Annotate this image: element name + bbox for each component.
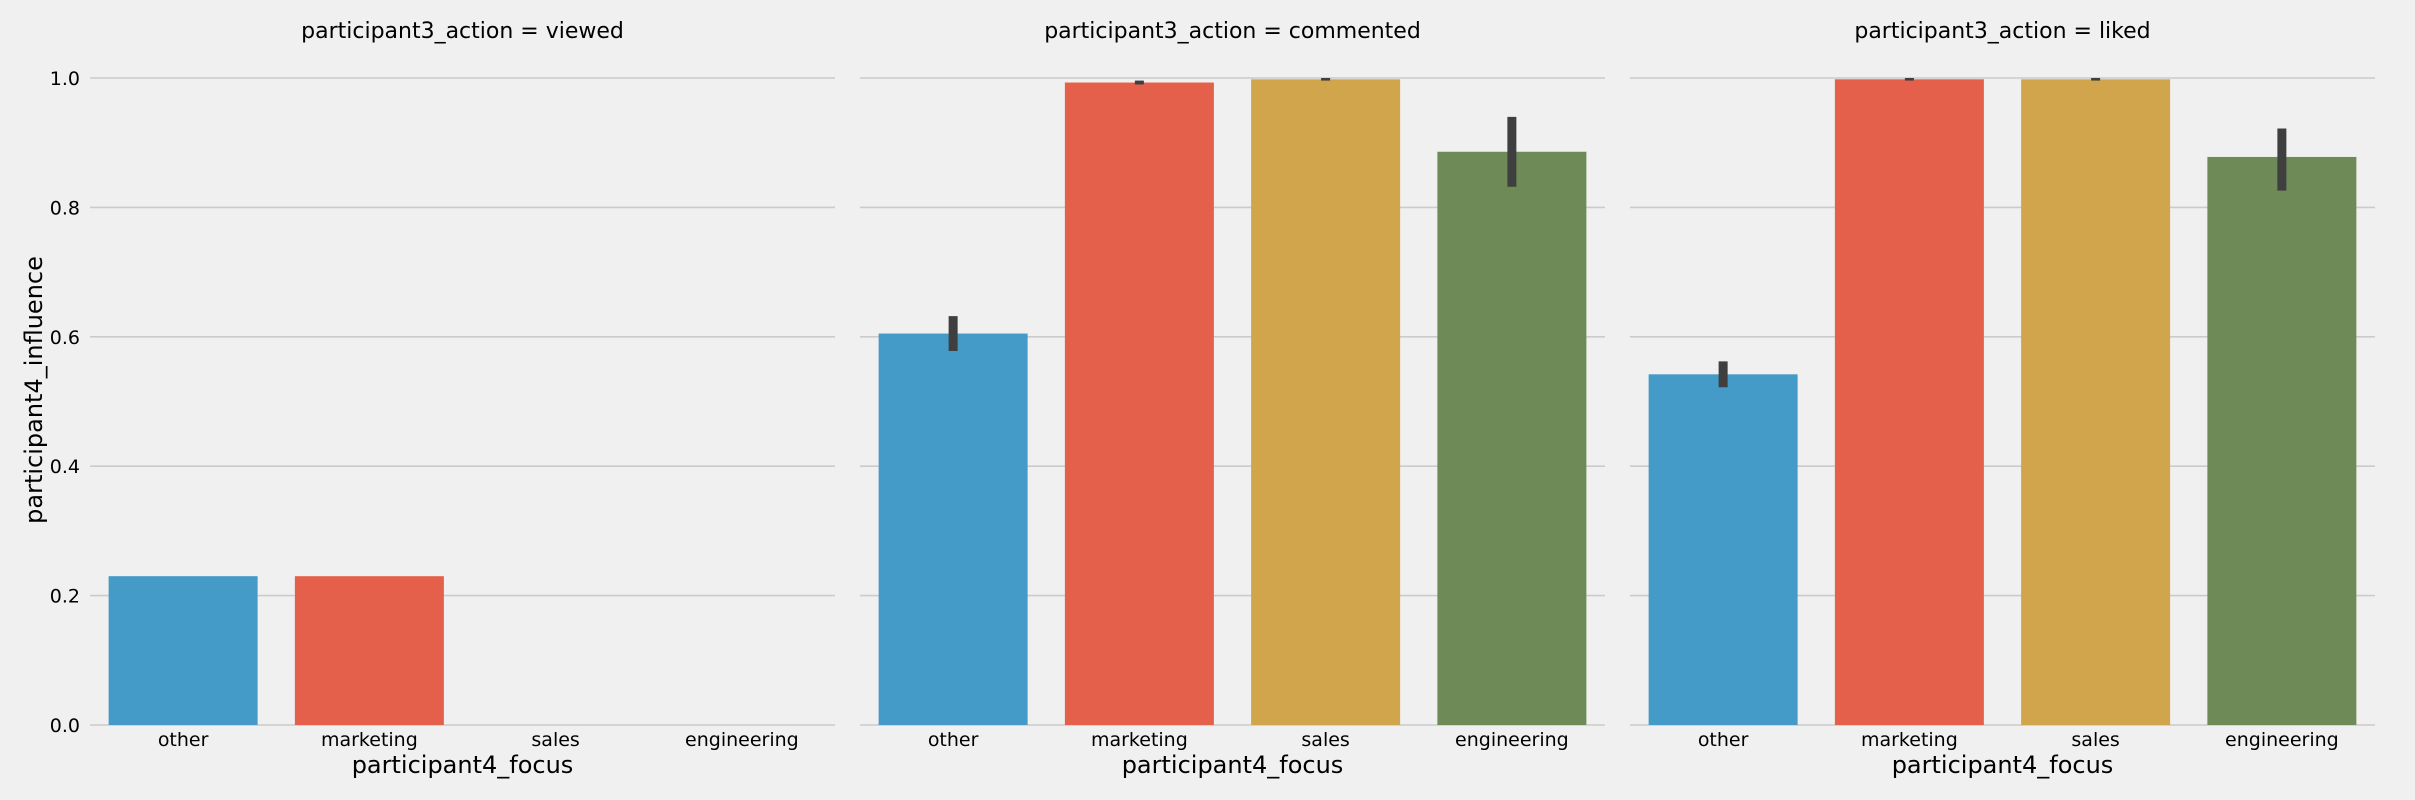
y-tick-label: 0.2	[50, 586, 80, 608]
panel-title: participant3_action = liked	[1854, 19, 2150, 44]
y-tick-label: 0.8	[50, 197, 80, 219]
x-tick-label: marketing	[1091, 729, 1188, 751]
bar-marketing	[294, 576, 444, 725]
bar-other	[108, 576, 258, 725]
x-tick-label: other	[928, 729, 979, 751]
x-axis-label: participant4_focus	[1122, 751, 1344, 779]
x-tick-label: other	[158, 729, 209, 751]
x-tick-label: marketing	[321, 729, 418, 751]
bar-engineering	[2207, 156, 2357, 725]
x-tick-label: sales	[1301, 729, 1349, 751]
y-axis-label: participant4_influence	[20, 256, 48, 524]
panel-title: participant3_action = commented	[1044, 19, 1421, 44]
bar-marketing	[1834, 79, 1984, 725]
panel-1: 0.0 0.2 0.4 0.6 0.8 1.0 other marketing sales eng…	[50, 19, 835, 779]
y-tick-label: 0.0	[50, 715, 80, 737]
bar-other	[878, 333, 1028, 725]
bar-sales	[2021, 79, 2171, 725]
x-tick-label: other	[1698, 729, 1749, 751]
bar-other	[1648, 374, 1798, 725]
x-tick-label: engineering	[2225, 729, 2339, 751]
panel-2: other marketing sales engineering participan…	[860, 19, 1605, 779]
x-tick-label: sales	[531, 729, 579, 751]
panel-title: participant3_action = viewed	[301, 19, 624, 44]
x-axis-label: participant4_focus	[352, 751, 574, 779]
x-tick-label: engineering	[1455, 729, 1569, 751]
x-axis-label: participant4_focus	[1892, 751, 2114, 779]
chart-panels: 0.0 0.2 0.4 0.6 0.8 1.0 other marketing sales eng…	[50, 19, 2375, 779]
bar-sales	[1251, 79, 1401, 725]
x-tick-label: engineering	[685, 729, 799, 751]
y-tick-label: 1.0	[50, 68, 80, 90]
panel-3: other marketing sales engineering participan…	[1630, 19, 2375, 779]
y-tick-label: 0.6	[50, 327, 80, 349]
y-tick-label: 0.4	[50, 456, 80, 478]
bar-engineering	[1437, 151, 1587, 725]
x-tick-label: marketing	[1861, 729, 1958, 751]
x-tick-label: sales	[2071, 729, 2119, 751]
bar-marketing	[1064, 82, 1214, 726]
